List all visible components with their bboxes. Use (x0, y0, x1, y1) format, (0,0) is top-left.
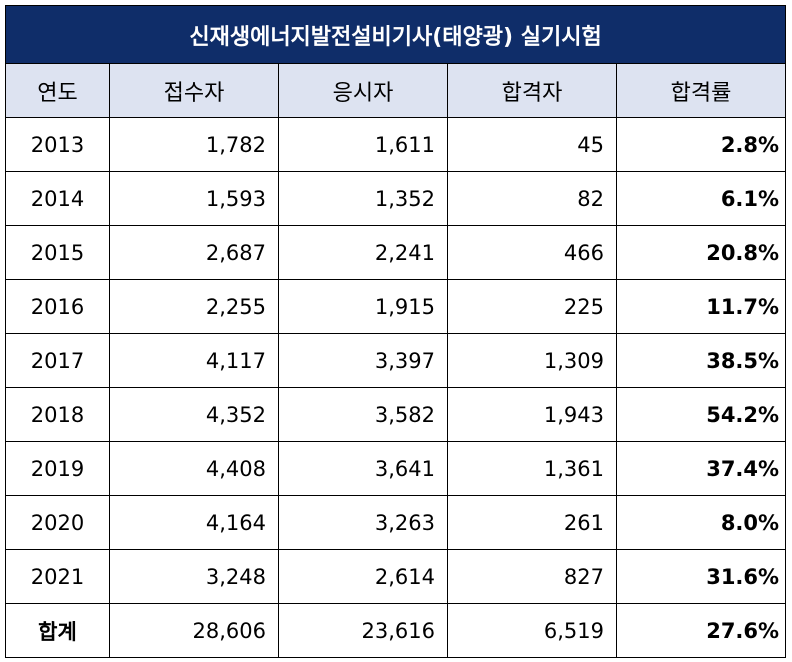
total-passers: 6,519 (447, 603, 617, 658)
year-cell: 2016 (5, 279, 110, 334)
examinees-cell: 2,241 (278, 225, 448, 280)
examinees-cell: 3,397 (278, 333, 448, 388)
table-row: 2021 3,248 2,614 827 31.6% (5, 549, 787, 604)
examinees-cell: 1,352 (278, 171, 448, 226)
total-examinees: 23,616 (278, 603, 448, 658)
passers-cell: 466 (447, 225, 617, 280)
applicants-cell: 4,352 (109, 387, 279, 442)
year-cell: 2021 (5, 549, 110, 604)
passers-cell: 1,309 (447, 333, 617, 388)
applicants-cell: 4,117 (109, 333, 279, 388)
passers-cell: 261 (447, 495, 617, 550)
table-row: 2018 4,352 3,582 1,943 54.2% (5, 387, 787, 442)
year-cell: 2018 (5, 387, 110, 442)
year-cell: 2019 (5, 441, 110, 496)
applicants-cell: 3,248 (109, 549, 279, 604)
applicants-cell: 2,255 (109, 279, 279, 334)
header-row: 연도 접수자 응시자 합격자 합격률 (5, 63, 787, 118)
year-cell: 2020 (5, 495, 110, 550)
table-row: 2020 4,164 3,263 261 8.0% (5, 495, 787, 550)
year-cell: 2013 (5, 117, 110, 172)
table-row: 2017 4,117 3,397 1,309 38.5% (5, 333, 787, 388)
table-row: 2014 1,593 1,352 82 6.1% (5, 171, 787, 226)
applicants-cell: 2,687 (109, 225, 279, 280)
examinees-cell: 3,641 (278, 441, 448, 496)
pass-rate-cell: 11.7% (615, 279, 787, 334)
passers-cell: 1,943 (447, 387, 617, 442)
pass-rate-cell: 2.8% (615, 117, 787, 172)
total-row: 합계 28,606 23,616 6,519 27.6% (5, 603, 787, 658)
header-pass-rate: 합격률 (615, 63, 787, 118)
exam-stats-table: 신재생에너지발전설비기사(태양광) 실기시험 연도 접수자 응시자 합격자 합격… (4, 5, 787, 658)
total-pass-rate: 27.6% (615, 603, 787, 658)
pass-rate-cell: 8.0% (615, 495, 787, 550)
examinees-cell: 3,582 (278, 387, 448, 442)
pass-rate-cell: 37.4% (615, 441, 787, 496)
table-title: 신재생에너지발전설비기사(태양광) 실기시험 (4, 5, 787, 64)
examinees-cell: 2,614 (278, 549, 448, 604)
passers-cell: 45 (447, 117, 617, 172)
applicants-cell: 4,408 (109, 441, 279, 496)
header-year: 연도 (5, 63, 110, 118)
table-row: 2013 1,782 1,611 45 2.8% (5, 117, 787, 172)
pass-rate-cell: 6.1% (615, 171, 787, 226)
year-cell: 2015 (5, 225, 110, 280)
total-applicants: 28,606 (109, 603, 279, 658)
header-examinees: 응시자 (278, 63, 448, 118)
table-row: 2019 4,408 3,641 1,361 37.4% (5, 441, 787, 496)
passers-cell: 1,361 (447, 441, 617, 496)
pass-rate-cell: 38.5% (615, 333, 787, 388)
passers-cell: 82 (447, 171, 617, 226)
pass-rate-cell: 20.8% (615, 225, 787, 280)
exam-stats-sheet: 신재생에너지발전설비기사(태양광) 실기시험 연도 접수자 응시자 합격자 합격… (4, 5, 787, 658)
applicants-cell: 1,593 (109, 171, 279, 226)
table-row: 2016 2,255 1,915 225 11.7% (5, 279, 787, 334)
year-cell: 2014 (5, 171, 110, 226)
applicants-cell: 4,164 (109, 495, 279, 550)
pass-rate-cell: 31.6% (615, 549, 787, 604)
total-label: 합계 (5, 603, 110, 658)
passers-cell: 827 (447, 549, 617, 604)
pass-rate-cell: 54.2% (615, 387, 787, 442)
header-passers: 합격자 (447, 63, 617, 118)
year-cell: 2017 (5, 333, 110, 388)
passers-cell: 225 (447, 279, 617, 334)
table-row: 2015 2,687 2,241 466 20.8% (5, 225, 787, 280)
examinees-cell: 1,915 (278, 279, 448, 334)
applicants-cell: 1,782 (109, 117, 279, 172)
title-row: 신재생에너지발전설비기사(태양광) 실기시험 (4, 5, 787, 64)
examinees-cell: 1,611 (278, 117, 448, 172)
header-applicants: 접수자 (109, 63, 279, 118)
examinees-cell: 3,263 (278, 495, 448, 550)
